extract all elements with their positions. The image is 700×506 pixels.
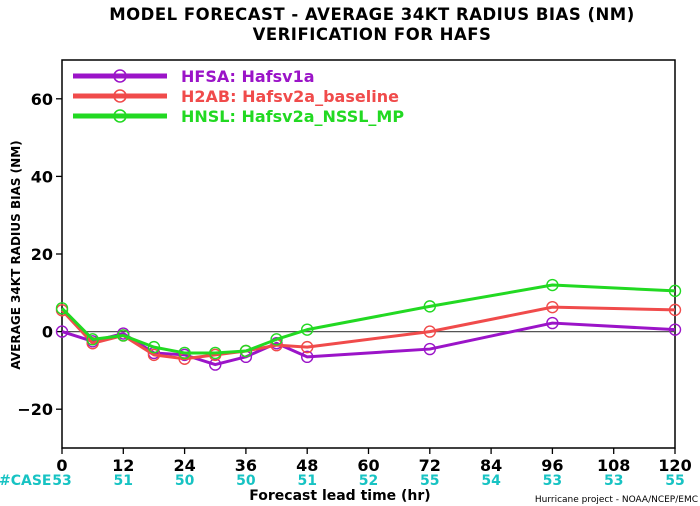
x-tick-label: 36 bbox=[235, 456, 257, 475]
legend-item: HNSL: Hafsv2a_NSSL_MP bbox=[73, 107, 404, 126]
case-counts: 53 51 50 50 51 52 55 54 53 53 55 bbox=[52, 473, 684, 489]
legend-label: HFSA: Hafsv1a bbox=[181, 67, 315, 86]
x-tick-label: 12 bbox=[112, 456, 134, 475]
case-count: 53 bbox=[543, 473, 562, 489]
x-tick-label: 84 bbox=[480, 456, 502, 475]
data-point bbox=[546, 278, 559, 292]
data-point bbox=[270, 333, 283, 346]
x-tick-label: 120 bbox=[658, 456, 691, 475]
y-tick-label: 0 bbox=[42, 323, 53, 342]
data-point bbox=[147, 340, 161, 354]
series-3 bbox=[55, 278, 682, 360]
legend-swatch-marker bbox=[113, 109, 127, 123]
case-count: 55 bbox=[420, 473, 439, 489]
case-count: 53 bbox=[52, 473, 71, 489]
data-point bbox=[55, 302, 69, 315]
y-axis-label: AVERAGE 34KT RADIUS BIAS (NM) bbox=[9, 140, 23, 369]
data-point bbox=[668, 284, 682, 298]
y-tick-label: 20 bbox=[31, 245, 53, 264]
y-tick-label: 60 bbox=[31, 90, 53, 109]
series-2 bbox=[55, 300, 682, 365]
data-point bbox=[423, 342, 436, 356]
legend-swatch-marker bbox=[113, 89, 127, 103]
data-point bbox=[546, 300, 559, 314]
case-count: 51 bbox=[114, 473, 133, 489]
legend-label: H2AB: Hafsv2a_baseline bbox=[181, 87, 399, 106]
credit-text: Hurricane project - NOAA/NCEP/EMC bbox=[535, 495, 698, 505]
chart-subtitle: VERIFICATION FOR HAFS bbox=[253, 25, 492, 44]
legend-label: HNSL: Hafsv2a_NSSL_MP bbox=[181, 107, 404, 126]
legend-item: H2AB: Hafsv2a_baseline bbox=[73, 87, 399, 106]
data-point bbox=[546, 316, 559, 330]
x-tick-label: 60 bbox=[357, 456, 379, 475]
case-count: 54 bbox=[481, 473, 501, 489]
data-point bbox=[239, 344, 253, 358]
y-axis-ticks: −20 0 20 40 60 bbox=[17, 90, 62, 419]
data-point bbox=[301, 340, 314, 354]
data-point bbox=[147, 348, 161, 362]
x-tick-label: 48 bbox=[296, 456, 318, 475]
x-tick-label: 72 bbox=[419, 456, 441, 475]
case-label: #CASE bbox=[0, 473, 52, 489]
series-line bbox=[60, 305, 676, 361]
data-point bbox=[117, 329, 130, 342]
data-point bbox=[668, 323, 682, 336]
case-count: 53 bbox=[604, 473, 623, 489]
case-count: 55 bbox=[665, 473, 684, 489]
x-tick-label: 108 bbox=[597, 456, 630, 475]
case-count: 52 bbox=[359, 473, 378, 489]
x-tick-label: 96 bbox=[541, 456, 563, 475]
x-axis-label: Forecast lead time (hr) bbox=[249, 488, 430, 504]
x-tick-label: 0 bbox=[56, 456, 67, 475]
legend-swatch-marker bbox=[113, 69, 127, 83]
data-point bbox=[209, 346, 222, 360]
data-point bbox=[86, 333, 99, 346]
data-point bbox=[178, 346, 191, 360]
data-point bbox=[668, 303, 682, 317]
x-tick-label: 24 bbox=[173, 456, 195, 475]
case-count: 51 bbox=[297, 473, 316, 489]
data-point bbox=[301, 323, 314, 336]
data-point bbox=[301, 350, 314, 364]
data-point bbox=[55, 325, 69, 338]
y-tick-label: 40 bbox=[31, 167, 53, 186]
series-line bbox=[60, 283, 676, 355]
series-layer bbox=[55, 278, 682, 371]
data-point bbox=[423, 325, 436, 338]
x-axis-ticks: 0 12 24 36 48 60 72 84 96 108 120 bbox=[56, 448, 692, 475]
case-count: 50 bbox=[175, 473, 195, 489]
y-tick-label: −20 bbox=[17, 400, 53, 419]
chart-title: MODEL FORECAST - AVERAGE 34KT RADIUS BIA… bbox=[109, 5, 635, 24]
data-point bbox=[423, 300, 436, 313]
case-count: 50 bbox=[236, 473, 256, 489]
legend-item: HFSA: Hafsv1a bbox=[73, 67, 315, 86]
